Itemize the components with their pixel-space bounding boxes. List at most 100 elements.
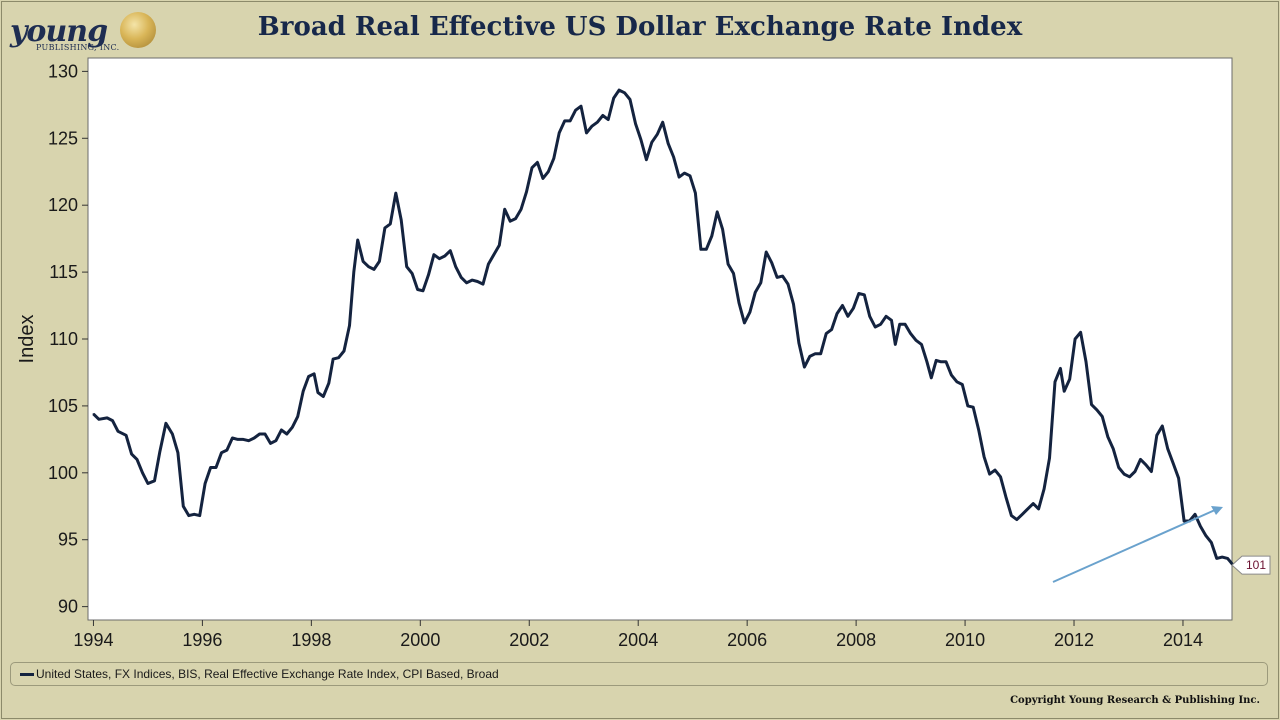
data-point — [220, 451, 223, 454]
data-point — [1112, 447, 1114, 450]
data-point — [909, 332, 912, 335]
x-tick-label: 2002 — [509, 630, 549, 650]
data-point — [465, 282, 468, 284]
data-point — [1210, 541, 1213, 544]
data-point — [553, 157, 555, 160]
data-point — [482, 283, 484, 285]
y-axis-label: Index — [16, 315, 38, 364]
y-tick-label: 120 — [48, 195, 78, 215]
data-point — [1215, 557, 1218, 560]
data-point — [852, 307, 855, 310]
data-point — [269, 442, 272, 445]
data-point — [98, 418, 100, 421]
data-point — [1145, 464, 1147, 466]
data-point — [1199, 525, 1202, 528]
data-point — [825, 332, 827, 335]
x-tick-label: 2006 — [727, 630, 767, 650]
data-point — [247, 439, 250, 442]
data-point — [111, 419, 114, 422]
data-point — [1068, 378, 1071, 380]
last-value-callout — [1231, 555, 1271, 575]
logo-wordmark: young — [10, 14, 108, 49]
data-point — [721, 228, 724, 231]
data-point — [209, 466, 212, 469]
data-point — [645, 158, 648, 161]
data-point — [885, 315, 887, 318]
data-point — [781, 275, 784, 277]
data-point — [514, 217, 517, 220]
data-point — [1074, 338, 1076, 340]
x-tick-label: 2010 — [945, 630, 985, 650]
data-point — [286, 433, 288, 435]
young-logo: young PUBLISHING, INC. — [8, 10, 156, 58]
data-point — [1166, 447, 1169, 450]
data-point — [602, 114, 604, 117]
data-point — [836, 312, 838, 315]
data-point — [1161, 425, 1164, 427]
y-tick-label: 90 — [58, 597, 78, 617]
logo-subtitle: PUBLISHING, INC. — [36, 43, 120, 52]
data-point — [904, 323, 906, 326]
data-point — [1021, 513, 1024, 516]
data-point — [1134, 470, 1136, 473]
data-point — [874, 326, 876, 328]
y-tick-label: 95 — [58, 530, 78, 550]
data-point — [106, 417, 108, 419]
data-point — [317, 391, 319, 394]
data-point — [920, 343, 923, 346]
data-point — [945, 360, 947, 363]
legend: United States, FX Indices, BIS, Real Eff… — [10, 662, 1268, 686]
chart-title: Broad Real Effective US Dollar Exchange … — [257, 12, 1023, 42]
data-point — [732, 272, 735, 275]
data-point — [449, 249, 452, 252]
data-point — [177, 451, 179, 454]
data-point — [332, 358, 334, 360]
data-point — [542, 177, 544, 180]
data-point — [890, 319, 893, 322]
data-point — [204, 482, 206, 485]
data-point — [536, 161, 539, 164]
data-point — [171, 433, 174, 435]
data-point — [520, 208, 522, 210]
data-point — [242, 438, 245, 441]
data-point — [307, 375, 310, 378]
data-point — [858, 292, 860, 295]
data-point — [727, 263, 729, 265]
data-point — [694, 192, 697, 194]
data-point — [136, 458, 138, 461]
data-point — [337, 356, 340, 359]
data-point — [188, 514, 190, 517]
data-point — [1205, 534, 1207, 537]
data-point — [1117, 466, 1120, 469]
data-point — [291, 426, 294, 429]
data-point — [130, 453, 133, 455]
data-point — [760, 282, 762, 284]
data-point — [915, 339, 917, 342]
data-point — [427, 274, 430, 276]
data-point — [141, 472, 144, 474]
data-point — [629, 98, 631, 101]
data-point — [841, 304, 844, 307]
data-point — [809, 355, 811, 358]
y-tick-label: 130 — [48, 61, 78, 81]
data-point — [487, 263, 490, 265]
data-point — [1183, 520, 1185, 522]
data-point — [395, 192, 397, 194]
data-point — [1016, 518, 1018, 521]
data-point — [618, 89, 620, 91]
data-point — [580, 105, 582, 107]
data-point — [1063, 390, 1065, 393]
data-point — [215, 466, 217, 469]
data-point — [612, 97, 615, 99]
data-point — [1177, 477, 1180, 480]
data-point — [165, 422, 167, 425]
data-point — [493, 253, 495, 256]
data-point — [1150, 470, 1153, 473]
data-point — [525, 191, 528, 193]
data-point — [574, 109, 577, 111]
data-point — [754, 291, 757, 294]
data-point — [1085, 360, 1087, 363]
legend-swatch — [20, 673, 34, 676]
y-tick-label: 100 — [48, 463, 78, 483]
y-tick-label: 110 — [49, 329, 78, 349]
